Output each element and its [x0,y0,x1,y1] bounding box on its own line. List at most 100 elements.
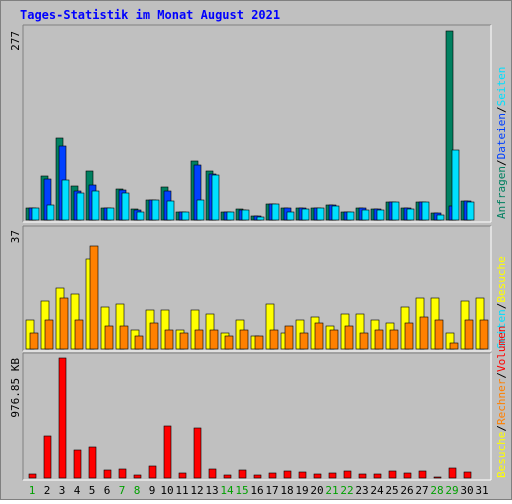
bar-volumen-day-21 [328,472,337,479]
bar-seiten-day-12 [196,199,205,221]
bar-rechner-day-30 [464,319,474,350]
bar-seiten-day-22 [346,211,355,221]
x-tick-label-day-6: 6 [104,484,111,497]
x-tick-label-day-1: 1 [29,484,36,497]
bar-seiten-day-21 [331,205,340,221]
bar-rechner-day-16 [254,335,264,350]
bar-volumen-day-3 [58,357,67,479]
bar-volumen-day-10 [163,425,172,479]
bar-rechner-day-20 [314,322,324,350]
x-tick-label-day-7: 7 [119,484,126,497]
legend-separator: / [495,303,508,310]
bar-seiten-day-18 [286,211,295,221]
bar-seiten-day-28 [436,214,445,221]
bar-seiten-day-13 [211,174,220,221]
bar-seiten-day-16 [256,216,265,221]
bar-volumen-day-19 [298,471,307,479]
bar-seiten-day-29 [451,149,460,221]
legend-separator: / [495,372,508,379]
bar-rechner-day-4 [74,319,84,350]
bars-visits [25,245,489,350]
plot-area-volume [23,353,491,480]
x-tick-label-day-14: 14 [220,484,234,497]
chart-title: Tages-Statistik im Monat August 2021 [20,8,281,22]
bar-volumen-day-22 [343,470,352,479]
bar-volumen-day-23 [358,473,367,479]
x-tick-label-day-26: 26 [400,484,413,497]
legend-seiten: Seiten [495,67,508,107]
y-max-label-requests: 277 [9,31,22,51]
bar-rechner-day-2 [44,319,54,350]
legend-separator: / [495,159,508,166]
legend-requests: Anfragen/Dateien/Seiten [495,67,508,219]
x-tick-label-day-29: 29 [445,484,458,497]
x-tick-labels: 1 2 3 4 5 6 7 8 9 10 11 12 13 14 15 16 17 18 19 20 21 22 23 24 2… [29,484,489,497]
bar-seiten-day-1 [31,207,40,221]
x-tick-label-day-9: 9 [149,484,156,497]
bar-seiten-day-10 [166,200,175,221]
bar-seiten-day-15 [241,209,250,221]
bar-seiten-day-25 [391,201,400,221]
bar-rechner-day-26 [404,322,414,350]
bar-rechner-day-31 [479,319,489,350]
bar-rechner-day-10 [164,329,174,350]
bar-seiten-day-24 [376,209,385,221]
bar-rechner-day-6 [104,325,114,350]
x-tick-label-day-21: 21 [325,484,338,497]
bar-rechner-day-24 [374,329,384,350]
bar-rechner-day-1 [29,332,39,350]
bar-volumen-day-24 [373,473,382,479]
x-tick-label-day-10: 10 [160,484,173,497]
x-tick-label-day-22: 22 [340,484,353,497]
x-tick-label-day-18: 18 [280,484,293,497]
legend-dateien: Dateien [495,113,508,159]
bar-rechner-day-15 [239,329,249,350]
legend-besuche: Besuche [495,256,508,302]
legend-seiten: Seiten [495,309,508,349]
bar-seiten-day-20 [316,207,325,221]
bar-rechner-day-13 [209,329,219,350]
bar-seiten-day-2 [46,204,55,221]
bar-rechner-day-7 [119,325,129,350]
bar-volumen-day-16 [253,474,262,479]
bar-rechner-day-9 [149,322,159,350]
legend-separator: / [495,106,508,113]
bar-volumen-day-20 [313,473,322,479]
bar-volumen-day-27 [418,470,427,479]
bar-seiten-day-8 [136,211,145,221]
bar-volumen-day-11 [178,472,187,479]
x-tick-label-day-17: 17 [265,484,278,497]
x-tick-label-day-12: 12 [190,484,203,497]
x-tick-label-day-19: 19 [295,484,308,497]
legend-rechner: Rechner [495,378,508,425]
bar-volumen-day-9 [148,465,157,479]
x-tick-label-day-30: 30 [460,484,473,497]
x-tick-label-day-15: 15 [235,484,248,497]
bar-seiten-day-26 [406,208,415,221]
bar-seiten-day-6 [106,207,115,221]
x-tick-label-day-31: 31 [475,484,488,497]
bar-rechner-day-11 [179,332,189,350]
bar-volumen-day-12 [193,427,202,479]
bar-seiten-day-19 [301,208,310,221]
x-tick-label-day-25: 25 [385,484,398,497]
bar-rechner-day-8 [134,335,144,350]
x-tick-label-day-4: 4 [74,484,81,497]
bar-rechner-day-27 [419,316,429,350]
bar-rechner-day-19 [299,332,309,350]
legend-visits: Seiten/Besuche [495,256,508,349]
bar-volumen-day-14 [223,474,232,479]
bar-volumen-day-28 [433,476,442,479]
bar-volumen-day-15 [238,469,247,479]
x-tick-label-day-3: 3 [59,484,66,497]
legend-separator: / [495,425,508,432]
bars-requests [25,30,475,221]
x-tick-label-day-13: 13 [205,484,218,497]
bar-volumen-day-29 [448,467,457,479]
bar-seiten-day-9 [151,199,160,221]
bar-rechner-day-18 [284,325,294,350]
bar-rechner-day-21 [329,329,339,350]
x-tick-label-day-28: 28 [430,484,443,497]
